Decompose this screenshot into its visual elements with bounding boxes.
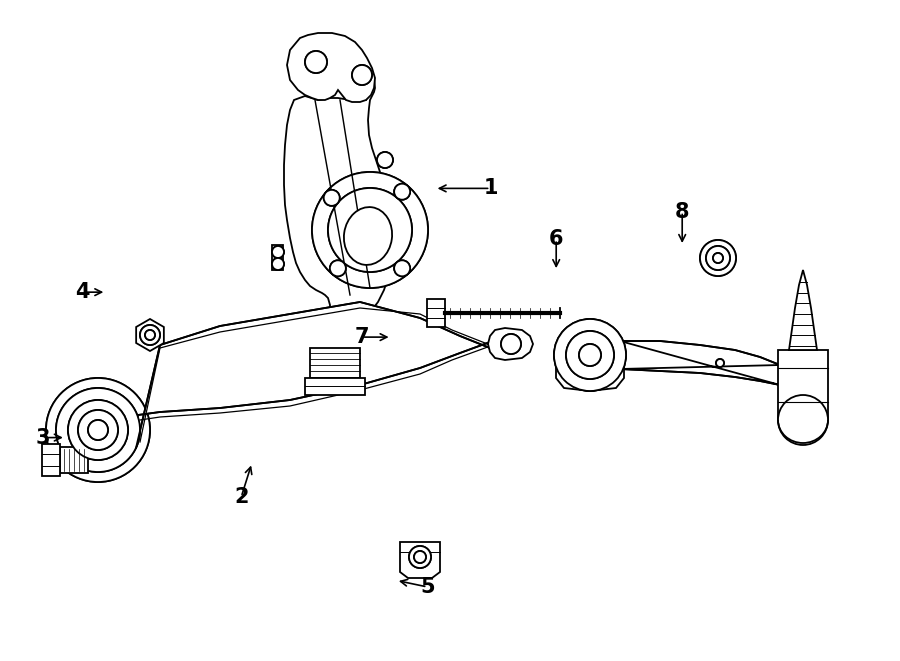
Circle shape xyxy=(305,51,327,73)
Polygon shape xyxy=(136,319,164,351)
Circle shape xyxy=(409,546,431,568)
Polygon shape xyxy=(272,245,283,270)
Circle shape xyxy=(501,334,521,354)
Polygon shape xyxy=(789,270,817,350)
Polygon shape xyxy=(136,302,510,448)
Text: 4: 4 xyxy=(76,282,90,302)
Text: 3: 3 xyxy=(36,428,50,447)
Polygon shape xyxy=(60,447,88,473)
Circle shape xyxy=(394,260,410,276)
Text: 6: 6 xyxy=(549,229,563,249)
Text: 2: 2 xyxy=(234,487,248,507)
Polygon shape xyxy=(778,350,828,420)
Ellipse shape xyxy=(344,207,392,265)
Circle shape xyxy=(713,253,723,263)
Circle shape xyxy=(145,330,155,340)
Polygon shape xyxy=(400,542,440,578)
Circle shape xyxy=(68,400,128,460)
Text: 5: 5 xyxy=(420,577,435,597)
Polygon shape xyxy=(287,33,375,102)
Polygon shape xyxy=(620,341,780,385)
Circle shape xyxy=(554,319,626,391)
Circle shape xyxy=(312,172,428,288)
Circle shape xyxy=(778,395,828,445)
Circle shape xyxy=(700,240,736,276)
Circle shape xyxy=(140,325,160,345)
Circle shape xyxy=(706,246,730,270)
Circle shape xyxy=(352,65,372,85)
Circle shape xyxy=(579,344,601,366)
Circle shape xyxy=(414,551,426,563)
Text: 7: 7 xyxy=(355,327,369,347)
Polygon shape xyxy=(310,348,360,378)
Polygon shape xyxy=(305,378,365,395)
Circle shape xyxy=(272,258,284,270)
Polygon shape xyxy=(284,78,392,378)
Text: 8: 8 xyxy=(675,202,689,221)
Circle shape xyxy=(272,246,284,258)
Circle shape xyxy=(56,388,140,472)
Polygon shape xyxy=(488,328,533,360)
Circle shape xyxy=(716,359,724,367)
Circle shape xyxy=(324,190,339,206)
Circle shape xyxy=(566,331,614,379)
Circle shape xyxy=(46,378,150,482)
Circle shape xyxy=(394,184,410,200)
Circle shape xyxy=(377,152,393,168)
Polygon shape xyxy=(556,355,624,391)
Circle shape xyxy=(78,410,118,450)
Polygon shape xyxy=(427,299,445,327)
Circle shape xyxy=(88,420,108,440)
Text: 1: 1 xyxy=(483,178,498,198)
Circle shape xyxy=(328,188,412,272)
Circle shape xyxy=(330,260,346,276)
Polygon shape xyxy=(42,444,60,476)
